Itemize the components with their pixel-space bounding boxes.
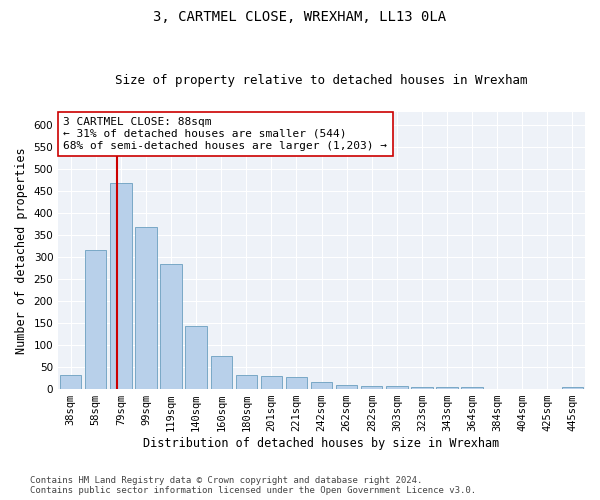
Bar: [261, 376, 282, 389]
Bar: [236, 375, 257, 389]
Bar: [386, 386, 407, 389]
Bar: [60, 375, 82, 389]
Bar: [85, 250, 106, 389]
Bar: [286, 377, 307, 389]
Bar: [211, 356, 232, 389]
Bar: [436, 387, 458, 389]
Bar: [311, 382, 332, 389]
Text: 3, CARTMEL CLOSE, WREXHAM, LL13 0LA: 3, CARTMEL CLOSE, WREXHAM, LL13 0LA: [154, 10, 446, 24]
Text: Contains HM Land Registry data © Crown copyright and database right 2024.
Contai: Contains HM Land Registry data © Crown c…: [30, 476, 476, 495]
Bar: [562, 387, 583, 389]
Bar: [185, 326, 207, 389]
Bar: [110, 183, 131, 389]
Bar: [411, 387, 433, 389]
Bar: [361, 386, 382, 389]
Bar: [160, 264, 182, 389]
Bar: [461, 387, 483, 389]
Text: 3 CARTMEL CLOSE: 88sqm
← 31% of detached houses are smaller (544)
68% of semi-de: 3 CARTMEL CLOSE: 88sqm ← 31% of detached…: [64, 118, 388, 150]
X-axis label: Distribution of detached houses by size in Wrexham: Distribution of detached houses by size …: [143, 437, 500, 450]
Bar: [336, 385, 358, 389]
Title: Size of property relative to detached houses in Wrexham: Size of property relative to detached ho…: [115, 74, 528, 87]
Bar: [136, 226, 157, 389]
Y-axis label: Number of detached properties: Number of detached properties: [15, 147, 28, 354]
